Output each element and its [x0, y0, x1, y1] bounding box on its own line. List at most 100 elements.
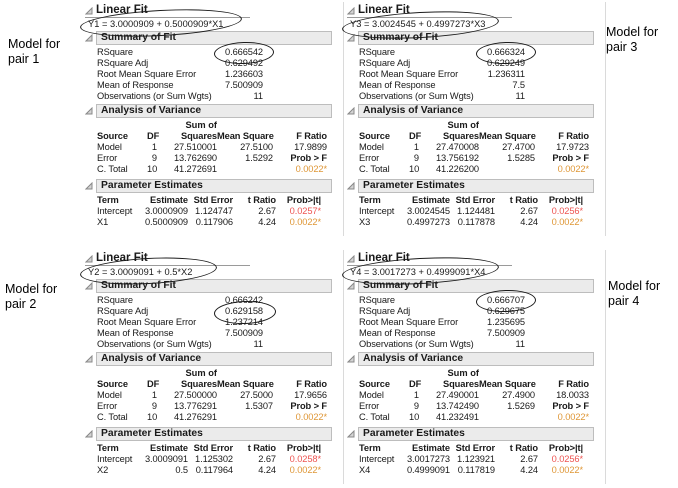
fit-equation: Y3 = 3.0024545 + 0.4997273*X3 — [350, 19, 486, 29]
section-title: Analysis of Variance — [96, 104, 332, 118]
table-header-row: Source DF Squares Mean Square F Ratio — [97, 379, 343, 390]
table-cell: 0.666707 — [487, 295, 525, 305]
disclosure-triangle-icon[interactable] — [85, 7, 93, 15]
model-pair-2-label: Model for pair 2 — [5, 282, 58, 311]
table-header-row: Source DF Squares Mean Square F Ratio — [97, 131, 343, 142]
table-cell: Term — [97, 195, 119, 205]
linear-fit-header[interactable]: Linear Fit — [347, 250, 512, 266]
parameter-estimates-header[interactable]: Parameter Estimates — [347, 179, 605, 193]
table-cell: Observations (or Sum Wgts) — [359, 339, 474, 349]
anova-header[interactable]: Analysis of Variance — [347, 104, 605, 118]
table-row: X4 0.4999091 0.117819 4.24 0.0022* — [359, 465, 605, 476]
disclosure-triangle-icon[interactable] — [347, 33, 355, 42]
table-cell: 9 — [413, 153, 419, 163]
table-row: Error 9 13.762690 1.5292 Prob > F — [97, 153, 343, 164]
parameter-table: Intercept 3.0017273 1.123921 2.67 0.0256* X4 0… — [359, 454, 605, 476]
sum-of-column-label: Sum of — [447, 368, 479, 378]
table-cell: Squares — [181, 379, 217, 389]
table-cell: Estimate — [412, 443, 450, 453]
table-cell: 0.0256* — [551, 206, 583, 216]
panel-title: Linear Fit — [96, 4, 148, 16]
table-cell: Std Error — [455, 443, 496, 453]
disclosure-triangle-icon[interactable] — [85, 106, 93, 115]
table-cell: Std Error — [193, 443, 234, 453]
disclosure-triangle-icon[interactable] — [85, 281, 93, 290]
summary-of-fit-header[interactable]: Summary of Fit — [347, 279, 605, 293]
disclosure-triangle-icon[interactable] — [85, 181, 93, 190]
table-row: RSquare 0.666542 — [97, 47, 343, 58]
linear-fit-header[interactable]: Linear Fit — [85, 2, 250, 18]
disclosure-triangle-icon[interactable] — [347, 429, 355, 438]
table-cell: 1.124481 — [457, 206, 495, 216]
disclosure-triangle-icon[interactable] — [85, 255, 93, 263]
table-cell: Prob > F — [290, 153, 327, 163]
table-cell: DF — [147, 131, 160, 141]
table-header-row: Term Estimate Std Error t Ratio Prob>|t| — [359, 195, 605, 206]
table-cell: Source — [359, 379, 390, 389]
table-cell: 0.0258* — [289, 454, 321, 464]
anova-header[interactable]: Analysis of Variance — [347, 352, 605, 366]
table-cell: Estimate — [412, 195, 450, 205]
table-cell: 10 — [409, 412, 420, 422]
table-cell: 0.4997273 — [406, 217, 450, 227]
table-cell: RSquare Adj — [359, 58, 411, 68]
parameter-estimates-header[interactable]: Parameter Estimates — [347, 427, 605, 441]
table-row: RSquare Adj 0.629675 — [359, 306, 605, 317]
table-cell: 3.0000909 — [144, 206, 188, 216]
summary-of-fit-header[interactable]: Summary of Fit — [347, 31, 605, 45]
disclosure-triangle-icon[interactable] — [347, 281, 355, 290]
disclosure-triangle-icon[interactable] — [347, 106, 355, 115]
table-cell: 27.470008 — [435, 142, 479, 152]
summary-of-fit-header[interactable]: Summary of Fit — [85, 279, 343, 293]
anova-table-header: Source DF Squares Mean Square F Ratio — [359, 131, 605, 142]
summary-of-fit-header[interactable]: Summary of Fit — [85, 31, 343, 45]
table-cell: Source — [359, 131, 390, 141]
table-cell: 27.490001 — [435, 390, 479, 400]
disclosure-triangle-icon[interactable] — [85, 354, 93, 363]
table-row: RSquare Adj 0.629158 — [97, 306, 343, 317]
parameter-estimates-header[interactable]: Parameter Estimates — [85, 179, 343, 193]
anova-table: Model 1 27.470008 27.4700 17.9723 Error 9 13.75… — [359, 142, 605, 175]
table-cell: 2.67 — [520, 206, 538, 216]
disclosure-triangle-icon[interactable] — [85, 429, 93, 438]
table-row: Error 9 13.742490 1.5269 Prob > F — [359, 401, 605, 412]
table-cell: 0.0022* — [295, 164, 327, 174]
parameter-estimates-header[interactable]: Parameter Estimates — [85, 427, 343, 441]
disclosure-triangle-icon[interactable] — [85, 33, 93, 42]
disclosure-triangle-icon[interactable] — [347, 255, 355, 263]
anova-header[interactable]: Analysis of Variance — [85, 352, 343, 366]
table-cell: X4 — [359, 465, 371, 475]
table-cell: Intercept — [359, 454, 395, 464]
table-cell: Root Mean Square Error — [97, 69, 197, 79]
table-cell: RSquare — [97, 47, 133, 57]
disclosure-triangle-icon[interactable] — [347, 181, 355, 190]
summary-of-fit-table: RSquare 0.666707 RSquare Adj 0.629675 Root M… — [359, 295, 605, 350]
section-title: Analysis of Variance — [358, 352, 594, 366]
table-cell: 0.629492 — [225, 58, 263, 68]
table-cell: 1.123921 — [457, 454, 495, 464]
linear-fit-header[interactable]: Linear Fit — [347, 2, 512, 18]
table-cell: 0.666242 — [225, 295, 263, 305]
table-cell: Observations (or Sum Wgts) — [97, 91, 212, 101]
table-cell: Observations (or Sum Wgts) — [359, 91, 474, 101]
table-cell: 2.67 — [520, 454, 538, 464]
table-cell: 1 — [151, 390, 157, 400]
table-cell: 2.67 — [258, 206, 276, 216]
table-cell: Term — [359, 443, 381, 453]
linear-fit-header[interactable]: Linear Fit — [85, 250, 250, 266]
table-cell: 7.500909 — [225, 328, 263, 338]
table-cell: 1.125302 — [195, 454, 233, 464]
table-cell: 0.0022* — [557, 412, 589, 422]
disclosure-triangle-icon[interactable] — [347, 354, 355, 363]
table-cell: Term — [97, 443, 119, 453]
disclosure-triangle-icon[interactable] — [347, 7, 355, 15]
table-cell: Estimate — [150, 443, 188, 453]
table-cell: 27.4900 — [502, 390, 535, 400]
table-cell: RSquare — [97, 295, 133, 305]
table-row: RSquare 0.666707 — [359, 295, 605, 306]
table-cell: 0.629249 — [487, 58, 525, 68]
anova-header[interactable]: Analysis of Variance — [85, 104, 343, 118]
sum-of-column-label: Sum of — [185, 368, 217, 378]
parameter-table: Intercept 3.0024545 1.124481 2.67 0.0256* X3 0… — [359, 206, 605, 228]
table-cell: 1.236603 — [225, 69, 263, 79]
